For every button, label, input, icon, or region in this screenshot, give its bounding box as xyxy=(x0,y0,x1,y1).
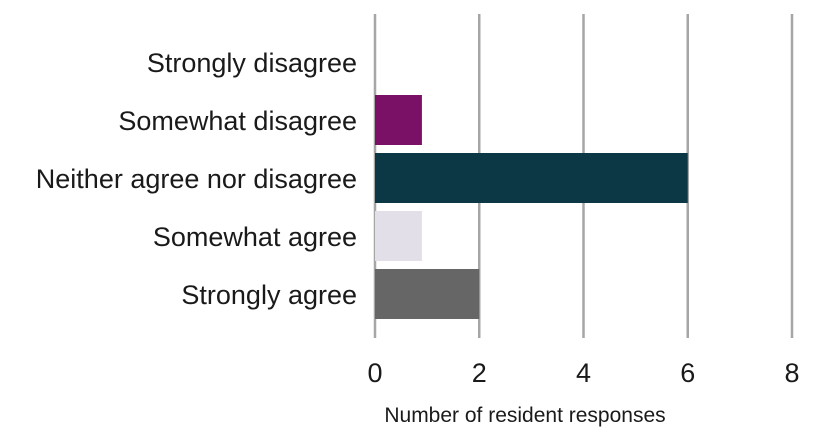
bar-somewhat-disagree xyxy=(375,95,422,145)
x-tick-label: 4 xyxy=(576,358,591,388)
x-tick-label: 8 xyxy=(784,358,799,388)
bar-neither-agree-nor-disagree xyxy=(375,153,688,203)
bar-somewhat-agree xyxy=(375,211,422,261)
x-axis-title: Number of resident responses xyxy=(384,404,665,427)
category-labels: Strongly disagree Somewhat disagree Neithe… xyxy=(36,48,357,310)
category-label: Somewhat agree xyxy=(153,222,357,252)
category-label: Neither agree nor disagree xyxy=(36,164,357,194)
category-label: Strongly agree xyxy=(181,280,357,310)
bar-strongly-agree xyxy=(375,269,480,319)
category-label: Strongly disagree xyxy=(147,48,357,78)
x-tick-labels: 0 2 4 6 8 xyxy=(367,358,799,388)
x-tick-label: 6 xyxy=(680,358,695,388)
x-tick-label: 2 xyxy=(472,358,487,388)
bars xyxy=(375,95,688,319)
x-tick-label: 0 xyxy=(367,358,382,388)
category-label: Somewhat disagree xyxy=(118,106,357,136)
